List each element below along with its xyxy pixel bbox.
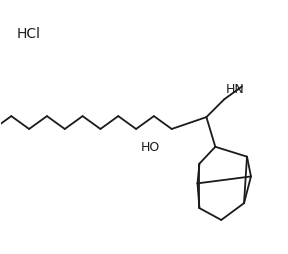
Text: HCl: HCl (17, 27, 41, 41)
Text: HN: HN (226, 83, 245, 96)
Text: HO: HO (140, 141, 160, 154)
